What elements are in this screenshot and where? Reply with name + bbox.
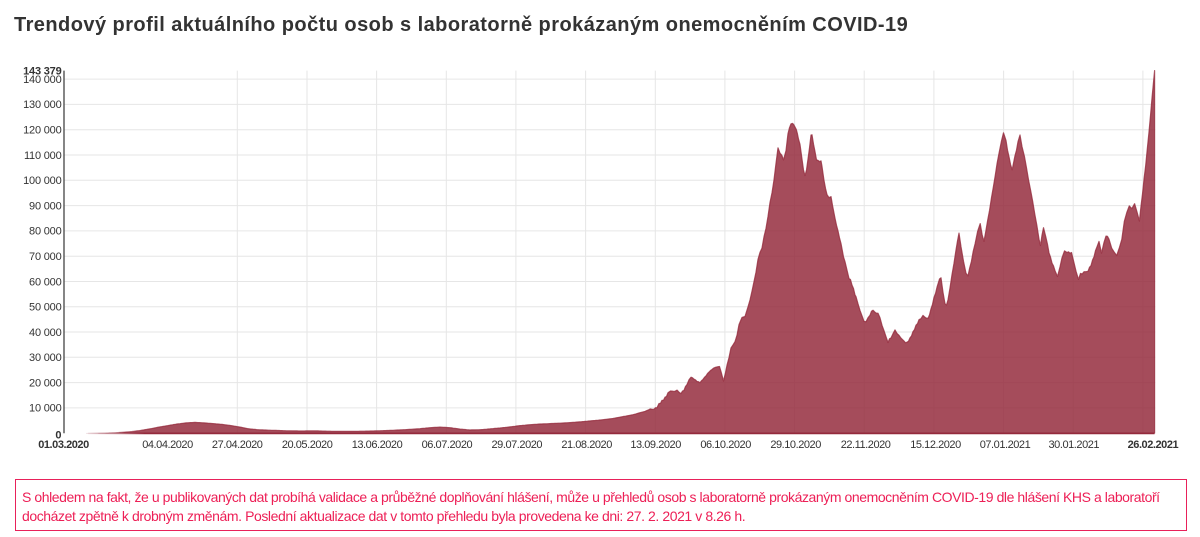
svg-text:21.08.2020: 21.08.2020 — [561, 439, 612, 451]
svg-text:90 000: 90 000 — [29, 200, 62, 212]
svg-text:15.12.2020: 15.12.2020 — [910, 439, 961, 451]
svg-text:70 000: 70 000 — [29, 251, 62, 263]
svg-text:29.10.2020: 29.10.2020 — [770, 439, 821, 451]
svg-text:40 000: 40 000 — [29, 327, 62, 339]
svg-text:07.01.2021: 07.01.2021 — [980, 439, 1031, 451]
svg-text:04.04.2020: 04.04.2020 — [142, 439, 193, 451]
svg-text:13.06.2020: 13.06.2020 — [352, 439, 403, 451]
svg-text:20 000: 20 000 — [29, 377, 62, 389]
svg-text:26.02.2021: 26.02.2021 — [1128, 439, 1179, 451]
svg-text:143 379: 143 379 — [23, 65, 61, 77]
svg-text:06.10.2020: 06.10.2020 — [700, 439, 751, 451]
svg-text:80 000: 80 000 — [29, 226, 62, 238]
svg-text:100 000: 100 000 — [23, 175, 61, 187]
svg-text:130 000: 130 000 — [23, 99, 61, 111]
svg-text:27.04.2020: 27.04.2020 — [212, 439, 263, 451]
svg-text:30.01.2021: 30.01.2021 — [1049, 439, 1100, 451]
svg-text:29.07.2020: 29.07.2020 — [492, 439, 543, 451]
svg-text:22.11.2020: 22.11.2020 — [841, 439, 891, 451]
svg-text:60 000: 60 000 — [29, 276, 62, 288]
svg-text:140 000: 140 000 — [23, 74, 61, 86]
svg-text:0: 0 — [55, 430, 61, 442]
svg-text:06.07.2020: 06.07.2020 — [422, 439, 473, 451]
svg-text:120 000: 120 000 — [23, 125, 61, 137]
svg-text:110 000: 110 000 — [24, 150, 62, 162]
svg-text:20.05.2020: 20.05.2020 — [282, 439, 333, 451]
svg-text:10 000: 10 000 — [29, 403, 62, 415]
svg-text:30 000: 30 000 — [29, 352, 62, 364]
svg-text:01.03.2020: 01.03.2020 — [38, 439, 89, 451]
svg-text:50 000: 50 000 — [29, 302, 62, 314]
svg-text:13.09.2020: 13.09.2020 — [630, 439, 681, 451]
